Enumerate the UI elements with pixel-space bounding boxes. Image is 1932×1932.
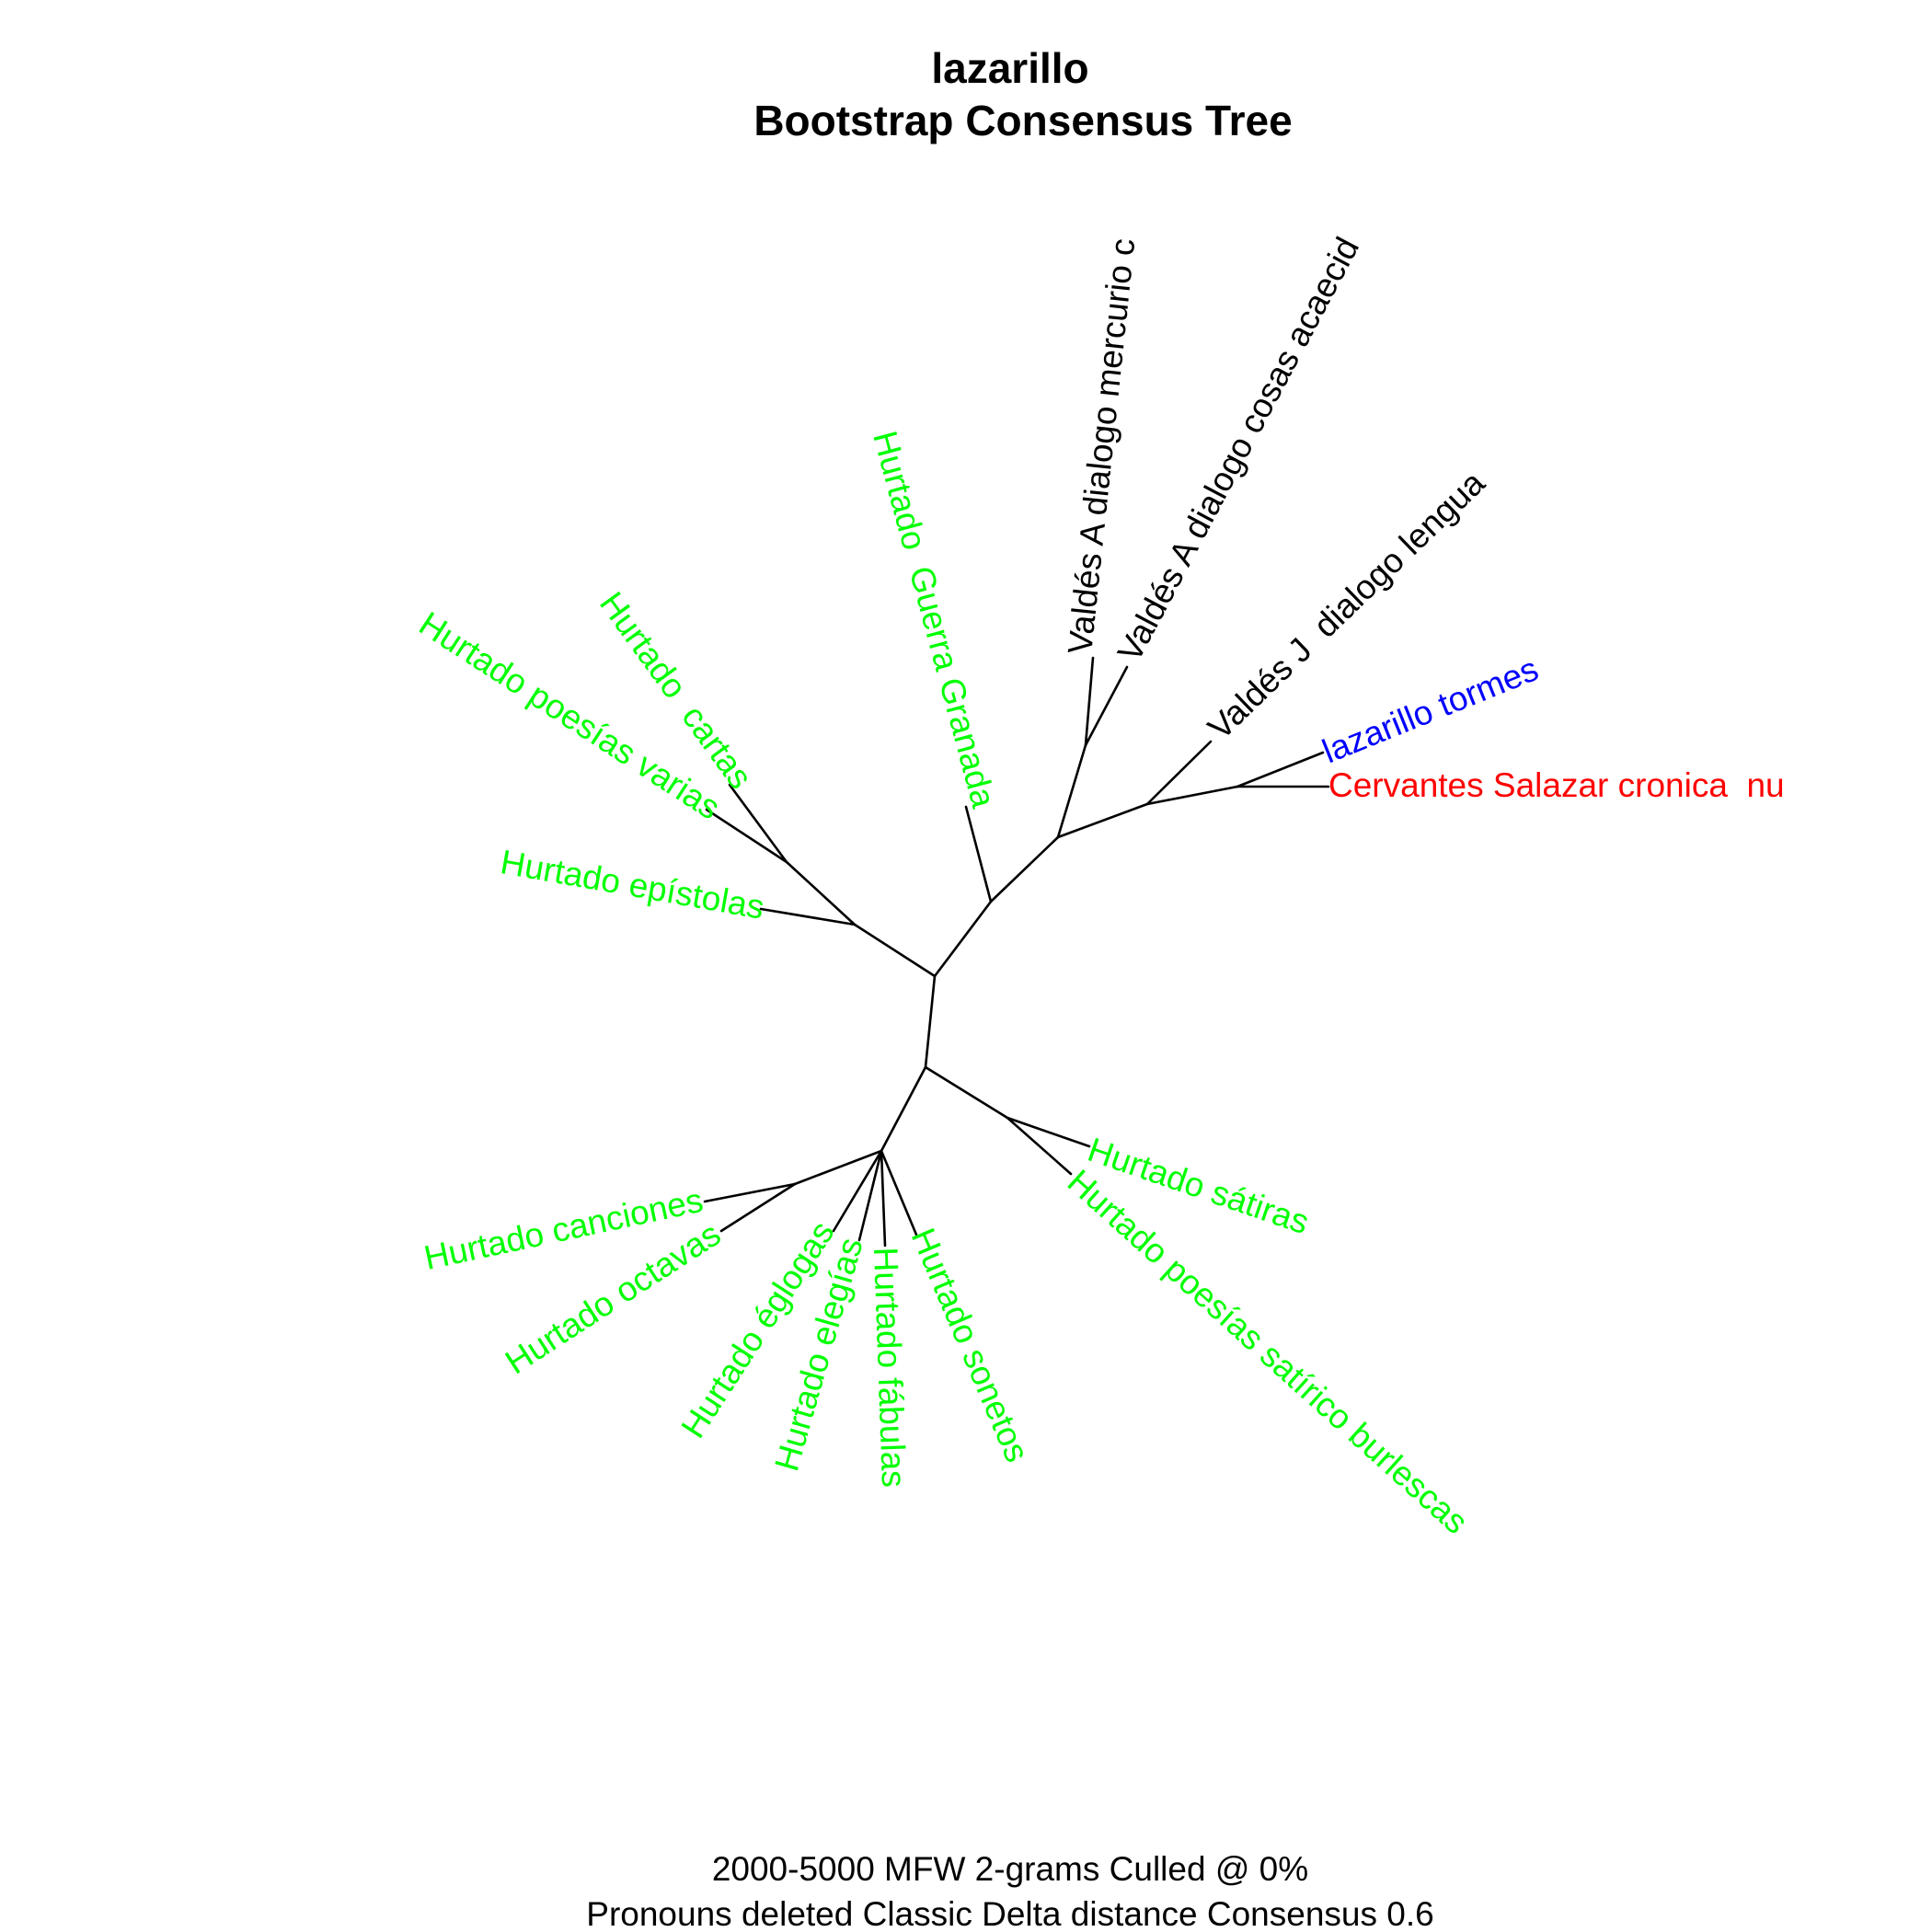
branch (1145, 785, 1239, 806)
tip-label-cervantes-salazar: Cervantes Salazar cronica nu (1328, 766, 1785, 804)
branch (728, 783, 788, 864)
branch (1084, 656, 1095, 747)
caption-line-1: 2000-5000 MFW 2-grams Culled @ 0% (712, 1850, 1308, 1888)
branch (933, 900, 993, 978)
branch (785, 860, 857, 926)
branch (793, 1149, 883, 1186)
tip-label-lazarillo-tormes: lazarillo tormes (1317, 650, 1544, 770)
branch (1145, 740, 1213, 806)
branch (1084, 665, 1129, 747)
tip-label-hurtado-epistolas: Hurtado epístolas (498, 843, 767, 926)
branch (1006, 1116, 1091, 1148)
caption-line-2: Pronouns deleted Classic Delta distance … (586, 1895, 1433, 1932)
tip-label-hurtado-sonetos: Hurtado sonetos (904, 1223, 1037, 1467)
tip-labels: Valdés A dialogo mercurio c Valdés A dia… (413, 231, 1785, 1541)
branch (705, 808, 788, 864)
diagram-subtitle: Bootstrap Consensus Tree (753, 97, 1292, 144)
branch (703, 1182, 797, 1203)
branch (832, 1149, 883, 1233)
branch (1006, 1116, 1073, 1176)
branch (1056, 743, 1087, 839)
branch (759, 907, 857, 926)
branch (857, 1149, 883, 1242)
branch (1056, 802, 1149, 839)
branch (1236, 751, 1325, 788)
branch (853, 923, 937, 978)
diagram-title: lazarillo (931, 44, 1088, 92)
branch (880, 1065, 927, 1153)
branch (964, 805, 993, 903)
branch (924, 1065, 1009, 1120)
tip-label-hurtado-fabulas: Hurtado fábulas (867, 1247, 913, 1489)
branch (880, 1149, 887, 1248)
tip-label-valdes-a-mercurio: Valdés A dialogo mercurio c (1061, 236, 1142, 656)
tree-branches (703, 656, 1330, 1248)
branch (989, 835, 1060, 903)
branch (880, 1149, 918, 1236)
tip-label-hurtado-guerra-granada: Hurtado Guerra Granada (866, 427, 1003, 811)
branch (924, 974, 937, 1069)
branch (719, 1182, 797, 1233)
